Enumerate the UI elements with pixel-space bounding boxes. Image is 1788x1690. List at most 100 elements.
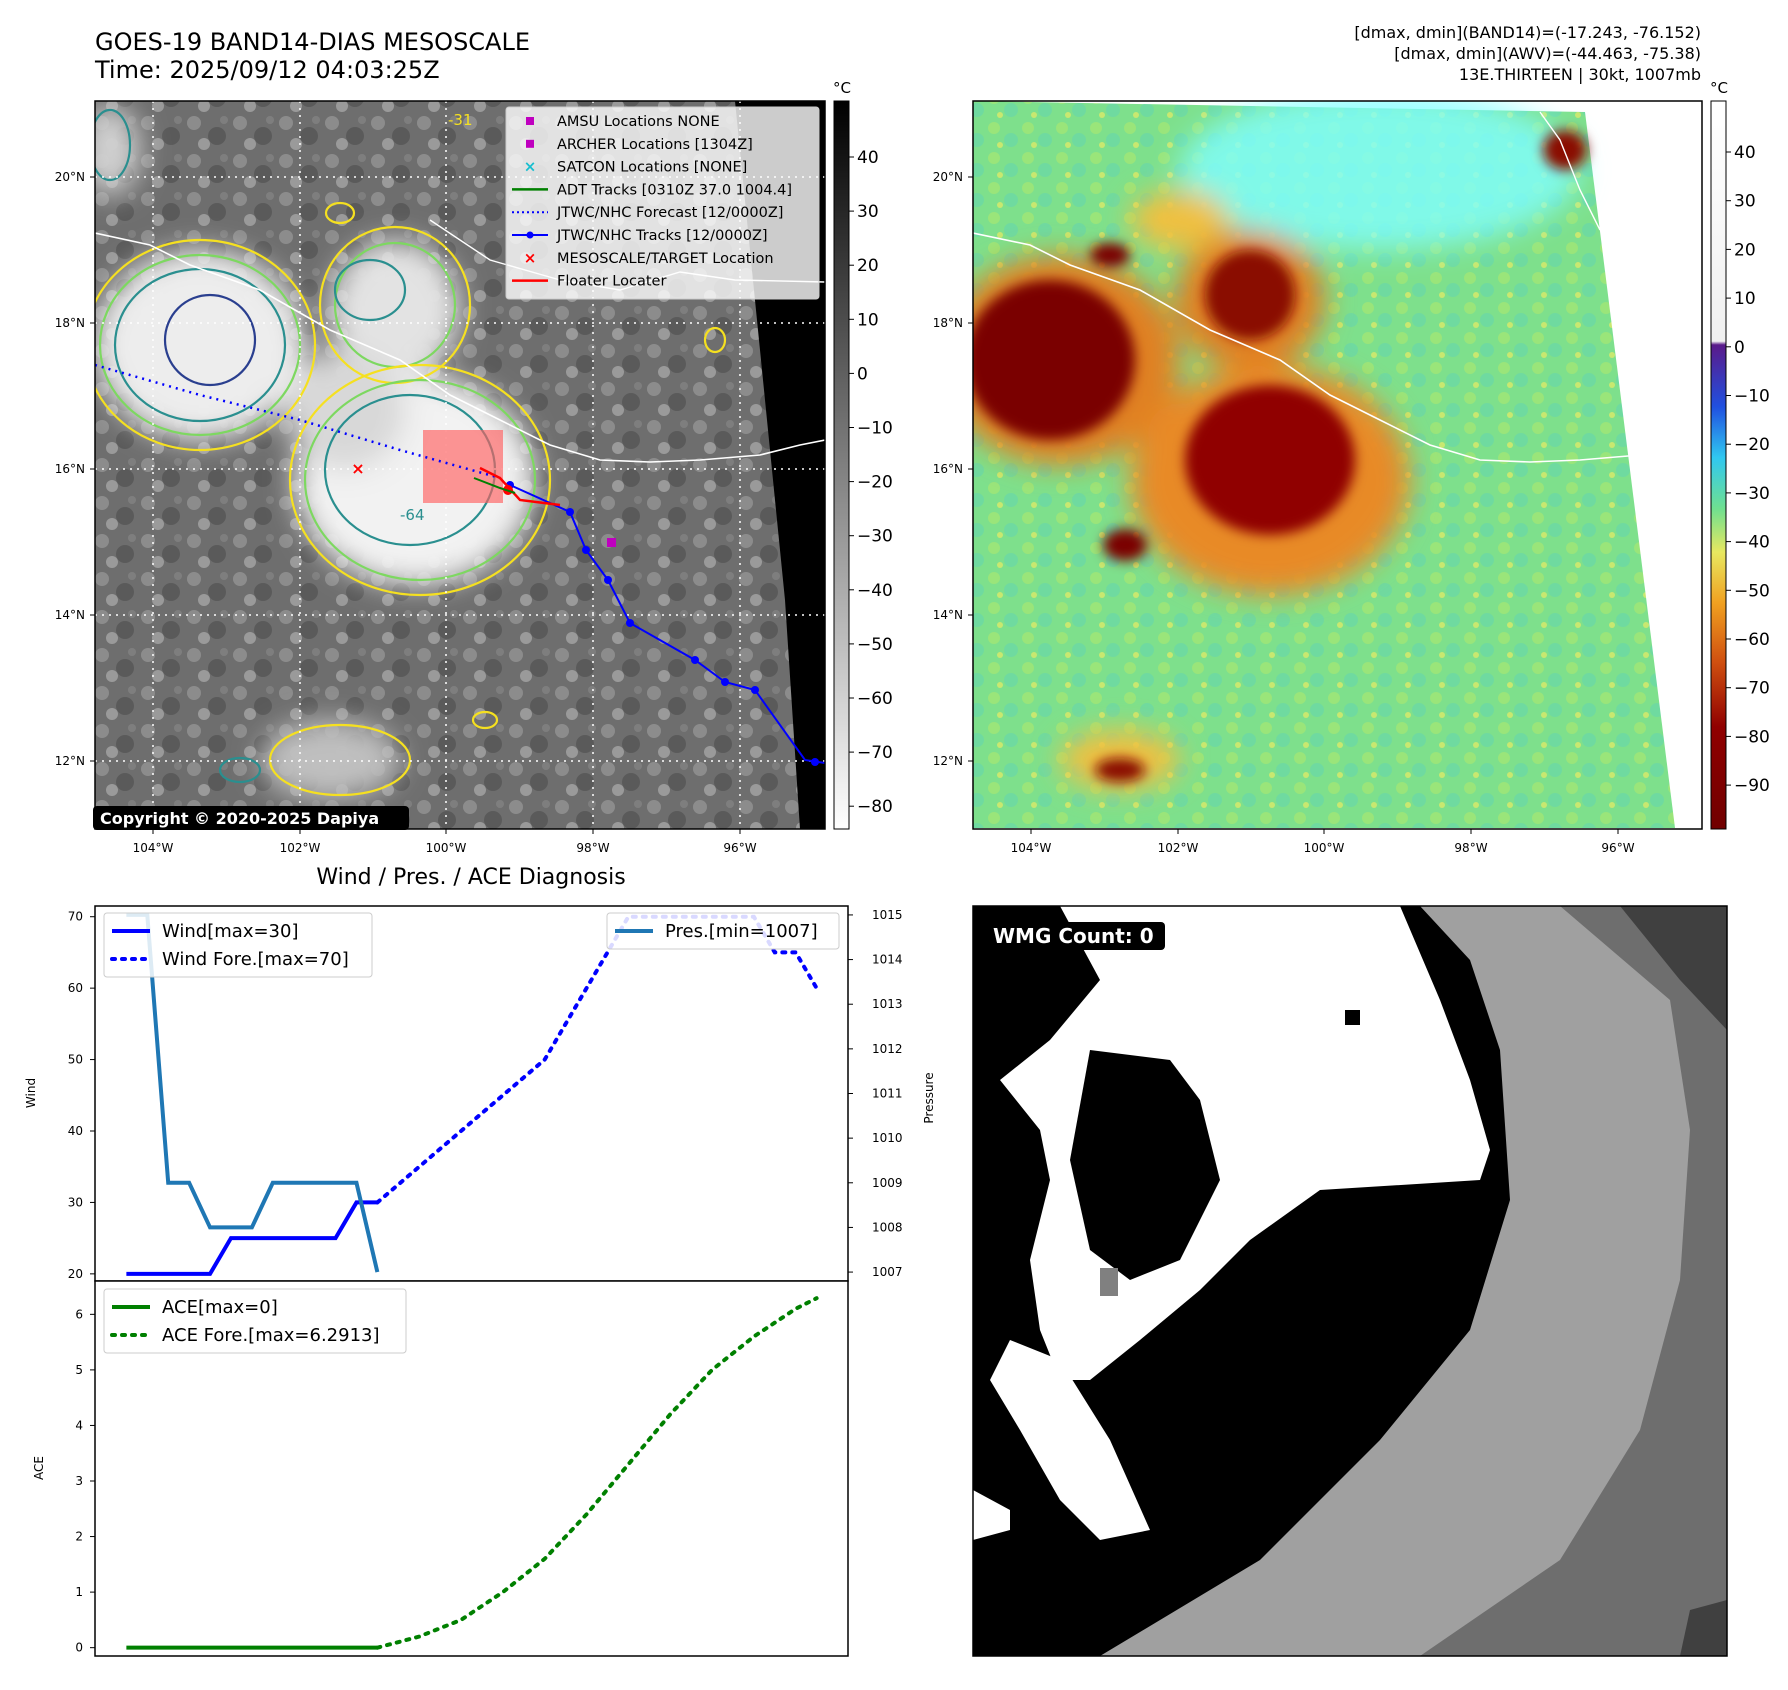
chart-legend: Pres.[min=1007] — [606, 912, 840, 950]
y-tick-label: 30 — [68, 1195, 83, 1209]
lon-label-left: 102°W — [280, 841, 321, 855]
colorbar-left-tick: −20 — [857, 473, 893, 493]
series-line — [126, 912, 380, 1273]
chart-legend: ACE[max=0] ACE Fore.[max=6.2913] — [103, 1288, 407, 1354]
colorbar-right-tick: 10 — [1734, 289, 1756, 309]
wind-pressure-chart: 20 30 40 50 60 70 1007 1008 1009 1010 1011 1012 1013… — [24, 905, 936, 1282]
lat-label-right: 12°N — [933, 754, 963, 768]
colorbar-right-tick: 20 — [1734, 240, 1756, 260]
figure-time: Time: 2025/09/12 04:03:25Z — [94, 56, 440, 84]
colorbar-right-tick: 0 — [1734, 338, 1745, 358]
info-dmax-band14: [dmax, dmin](BAND14)=(-17.243, -76.152) — [1354, 23, 1701, 42]
colorbar-right-tick: −40 — [1734, 533, 1770, 553]
colorbar-left: °C 40 30 20 10 0 −10 −20 −30 −40 −50 −60 −70 −80 — [833, 79, 893, 830]
colorbar-right-tick: −90 — [1734, 776, 1770, 796]
lon-label-right: 96°W — [1601, 841, 1634, 855]
colorbar-right-tick: 30 — [1734, 192, 1756, 212]
legend-marker: × — [524, 158, 537, 176]
svg-text:×: × — [351, 459, 364, 478]
legend-text: ACE Fore.[max=6.2913] — [162, 1325, 380, 1346]
colorbar-left-tick: −50 — [857, 635, 893, 655]
series-line — [375, 914, 819, 1205]
legend-label: MESOSCALE/TARGET Location — [557, 251, 774, 267]
legend-item: AMSU Locations NONE — [526, 114, 720, 130]
lat-label-left: 16°N — [55, 462, 85, 476]
figure-title: GOES-19 BAND14-DIAS MESOSCALE — [95, 28, 530, 56]
legend-label: ADT Tracks [0310Z 37.0 1004.4] — [557, 182, 792, 198]
legend-item: Floater Locater — [512, 274, 666, 290]
colorbar-right-tick: −10 — [1734, 387, 1770, 407]
colorbar-right-tick: −70 — [1734, 679, 1770, 699]
wind-axis-label: Wind — [24, 1078, 38, 1108]
series-line — [126, 1200, 378, 1276]
legend-item: ARCHER Locations [1304Z] — [526, 137, 753, 153]
ir-map: -31 -64 — [93, 100, 826, 830]
wmg-count-badge: WMG Count: 0 — [985, 922, 1165, 950]
colorbar-right-tick: −20 — [1734, 435, 1770, 455]
legend-marker: × — [524, 249, 537, 267]
colorbar-right: °C 40 30 20 10 0 −10 −20 −30 −40 −50 −60 −70 −80 −90 — [1710, 79, 1770, 830]
y-tick-label: 20 — [68, 1267, 83, 1281]
colorbar-left-unit: °C — [833, 79, 851, 97]
y-tick-label: 2 — [75, 1530, 83, 1544]
colorbar-right-tick: −80 — [1734, 727, 1770, 747]
colorbar-left-tick: 30 — [857, 202, 879, 222]
info-dmax-awv: [dmax, dmin](AWV)=(-44.463, -75.38) — [1394, 44, 1701, 63]
y-tick-label: 70 — [68, 910, 83, 924]
legend-label: AMSU Locations NONE — [557, 114, 720, 130]
colorbar-right-tick: 40 — [1734, 143, 1756, 163]
awv-map — [972, 100, 1703, 830]
lon-label-right: 102°W — [1158, 841, 1199, 855]
legend-text: Wind[max=30] — [162, 921, 299, 942]
lon-label-right: 98°W — [1454, 841, 1487, 855]
legend-item: JTWC/NHC Tracks [12/0000Z] — [512, 228, 768, 244]
y-tick-label: 40 — [68, 1124, 83, 1138]
legend-marker — [526, 117, 534, 125]
y2-tick-label: 1009 — [872, 1176, 903, 1190]
legend-text: ACE[max=0] — [162, 1297, 278, 1318]
colorbar-left-tick: 0 — [857, 364, 868, 384]
lat-label-left: 14°N — [55, 608, 85, 622]
legend-text: Pres.[min=1007] — [665, 921, 818, 942]
colorbar-left-tick: −10 — [857, 419, 893, 439]
legend-item: JTWC/NHC Forecast [12/0000Z] — [512, 205, 783, 221]
y-tick-label: 5 — [75, 1363, 83, 1377]
legend-label: ARCHER Locations [1304Z] — [557, 137, 753, 153]
legend-text: Wind Fore.[max=70] — [162, 949, 349, 970]
y2-tick-label: 1014 — [872, 953, 903, 967]
y-tick-label: 50 — [68, 1053, 83, 1067]
colorbar-right-unit: °C — [1710, 79, 1728, 97]
y-tick-label: 0 — [75, 1641, 83, 1655]
y2-tick-label: 1010 — [872, 1131, 903, 1145]
wmg-panel: WMG Count: 0 — [972, 905, 1728, 1657]
colorbar-right-tick: −50 — [1734, 581, 1770, 601]
y-tick-label: 1 — [75, 1585, 83, 1599]
lat-label-right: 20°N — [933, 170, 963, 184]
legend-label: JTWC/NHC Forecast [12/0000Z] — [556, 205, 783, 221]
y-tick-label: 60 — [68, 981, 83, 995]
lat-label-left: 18°N — [55, 316, 85, 330]
contour-label-31: -31 — [448, 111, 473, 129]
copyright-badge: Copyright © 2020-2025 Dapiya — [93, 806, 409, 830]
y-tick-label: 4 — [75, 1418, 83, 1432]
lat-label-right: 18°N — [933, 316, 963, 330]
lat-label-left: 20°N — [55, 170, 85, 184]
chart-legend: Wind[max=30] Wind Fore.[max=70] — [103, 912, 373, 978]
y2-tick-label: 1012 — [872, 1042, 903, 1056]
legend-label: Floater Locater — [557, 274, 666, 290]
lon-label-left: 96°W — [723, 841, 756, 855]
copyright-text: Copyright © 2020-2025 Dapiya — [100, 809, 379, 828]
contour-label-64: -64 — [400, 506, 425, 524]
lon-label-right: 104°W — [1011, 841, 1052, 855]
wmg-count-text: WMG Count: 0 — [993, 924, 1154, 948]
lon-label-left: 98°W — [576, 841, 609, 855]
y2-tick-label: 1007 — [872, 1265, 903, 1279]
legend-label: JTWC/NHC Tracks [12/0000Z] — [556, 228, 768, 244]
diagnosis-title: Wind / Pres. / ACE Diagnosis — [316, 865, 625, 890]
colorbar-left-tick: −80 — [857, 797, 893, 817]
y-tick-label: 3 — [75, 1474, 83, 1488]
y2-tick-label: 1013 — [872, 997, 903, 1011]
info-storm: 13E.THIRTEEN | 30kt, 1007mb — [1459, 65, 1701, 84]
series-line — [375, 1296, 819, 1650]
colorbar-left-tick: 20 — [857, 256, 879, 276]
